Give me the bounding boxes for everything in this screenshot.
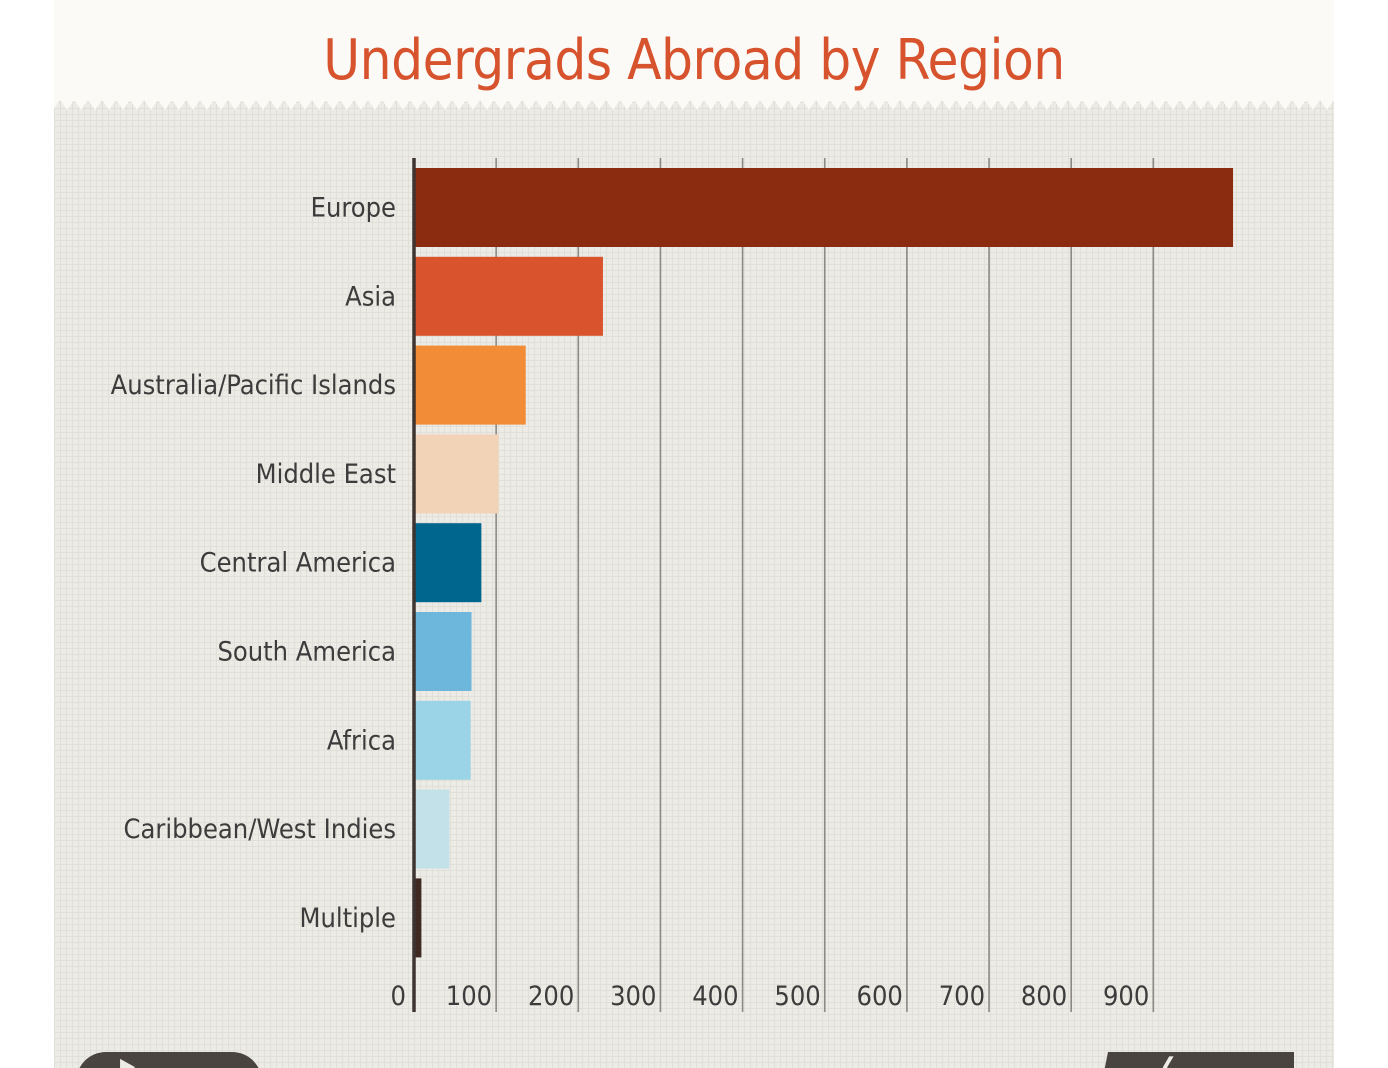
bar-chart: Europe Asia Australia/Pacific Islands Middl… bbox=[111, 158, 1234, 1012]
gridlines bbox=[495, 158, 1155, 1012]
category-label-australia-pacific-islands: Australia/Pacific Islands bbox=[111, 370, 396, 401]
category-label-central-america: Central America bbox=[200, 548, 396, 579]
category-label-europe: Europe bbox=[311, 193, 396, 224]
bar-asia bbox=[414, 256, 603, 336]
bar-caribbean-west-indies bbox=[414, 789, 450, 869]
chart-title: Undergrads Abroad by Region bbox=[323, 28, 1065, 93]
bars bbox=[414, 168, 1234, 958]
bar-multiple bbox=[414, 878, 422, 958]
next-button[interactable]: ❮ bbox=[1100, 1052, 1294, 1068]
bar-middle-east bbox=[414, 434, 499, 514]
chart-panel: Undergrads Abroad by Region Europe Asia Au… bbox=[54, 0, 1334, 1068]
tick-labels: 0 100 200 300 400 500 600 700 800 900 bbox=[391, 981, 1150, 1012]
tick-label-700: 700 bbox=[939, 981, 985, 1012]
bar-south-america bbox=[414, 612, 472, 691]
tick-label-900: 900 bbox=[1103, 981, 1149, 1012]
bar-africa bbox=[414, 700, 471, 780]
category-label-africa: Africa bbox=[327, 725, 396, 756]
category-label-south-america: South America bbox=[217, 637, 396, 668]
arrow-left-icon: ❮ bbox=[1160, 1054, 1177, 1068]
tick-label-0: 0 bbox=[391, 981, 406, 1012]
tick-label-100: 100 bbox=[446, 981, 492, 1012]
bar-europe bbox=[414, 168, 1234, 247]
category-label-asia: Asia bbox=[345, 281, 396, 312]
category-label-caribbean-west-indies: Caribbean/West Indies bbox=[124, 814, 396, 845]
category-label-multiple: Multiple bbox=[299, 903, 396, 934]
tick-label-400: 400 bbox=[692, 981, 738, 1012]
tick-label-500: 500 bbox=[774, 981, 820, 1012]
previous-button[interactable]: ▶ bbox=[76, 1052, 262, 1068]
category-label-middle-east: Middle East bbox=[256, 459, 396, 490]
category-labels: Europe Asia Australia/Pacific Islands Middl… bbox=[111, 193, 396, 934]
play-arrow-icon: ▶ bbox=[120, 1054, 136, 1068]
tick-label-800: 800 bbox=[1021, 981, 1067, 1012]
header-band bbox=[54, 0, 1334, 110]
tick-label-300: 300 bbox=[610, 981, 656, 1012]
tick-label-200: 200 bbox=[528, 981, 574, 1012]
bar-central-america bbox=[414, 523, 482, 603]
bar-australia-pacific-islands bbox=[414, 345, 526, 425]
tick-label-600: 600 bbox=[857, 981, 903, 1012]
